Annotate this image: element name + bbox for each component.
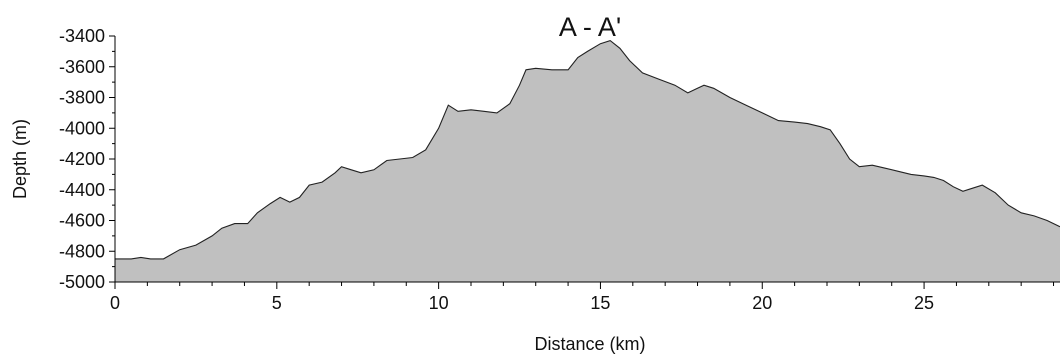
x-axis-label: Distance (km): [534, 334, 645, 354]
y-tick-label: -4000: [59, 118, 105, 138]
chart-title: A - A': [559, 12, 621, 42]
x-tick-label: 5: [272, 293, 282, 313]
x-tick-label: 25: [914, 293, 934, 313]
axes: -3400 -3600 -3800 -4000 -4200 -4400 -4600 -4800…: [59, 26, 1060, 313]
x-tick-label: 20: [752, 293, 772, 313]
x-tick-label: 0: [110, 293, 120, 313]
x-tick-label: 10: [429, 293, 449, 313]
y-axis-label: Depth (m): [10, 119, 30, 199]
y-tick-label: -3800: [59, 88, 105, 108]
profile-area-fill: [115, 40, 1060, 282]
y-tick-label: -4600: [59, 211, 105, 231]
y-tick-label: -3400: [59, 26, 105, 46]
profile-line: [115, 39, 1060, 260]
y-tick-label: -4400: [59, 180, 105, 200]
y-tick-label: -4200: [59, 149, 105, 169]
x-tick-label: 15: [590, 293, 610, 313]
plot-area: [115, 39, 1060, 282]
y-tick-label: -5000: [59, 272, 105, 292]
y-tick-label: -4800: [59, 241, 105, 261]
y-tick-label: -3600: [59, 57, 105, 77]
